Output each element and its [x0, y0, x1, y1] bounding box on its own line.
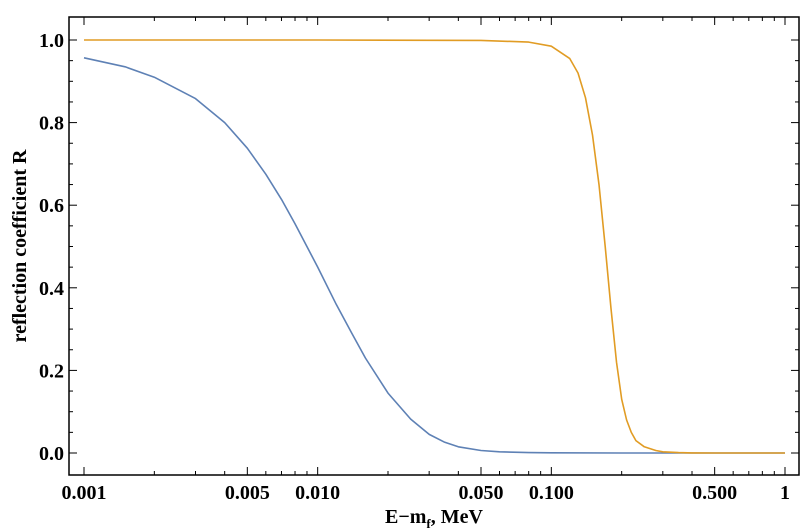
x-axis-title: E−mf, MeV — [385, 506, 484, 531]
y-tick-label: 0.2 — [39, 360, 64, 382]
series-line-2 — [84, 39, 785, 454]
series-group — [83, 39, 785, 454]
y-tick-label: 0.4 — [39, 278, 64, 300]
y-tick-label: 1.0 — [39, 30, 64, 52]
x-tick-label: 0.050 — [458, 482, 503, 504]
y-tick-label: 0.0 — [39, 443, 64, 465]
x-tick-label: 0.001 — [62, 482, 107, 504]
y-axis-title: reflection coefficient R — [9, 149, 31, 342]
x-tick-label: 0.010 — [295, 482, 340, 504]
x-tick-label: 0.005 — [225, 482, 270, 504]
x-tick-label: 0.500 — [692, 482, 737, 504]
y-tick-label: 0.6 — [39, 195, 64, 217]
x-tick-label: 1 — [780, 482, 790, 504]
y-tick-label: 0.8 — [39, 113, 64, 135]
tick-labels: 0.001 0.005 0.010 0.050 0.100 0.500 1 0.0 0.2 0.4… — [39, 30, 790, 504]
series-line-1 — [83, 57, 785, 454]
ticks — [69, 17, 799, 475]
x-tick-label: 0.100 — [529, 482, 574, 504]
plot-frame — [68, 16, 800, 476]
